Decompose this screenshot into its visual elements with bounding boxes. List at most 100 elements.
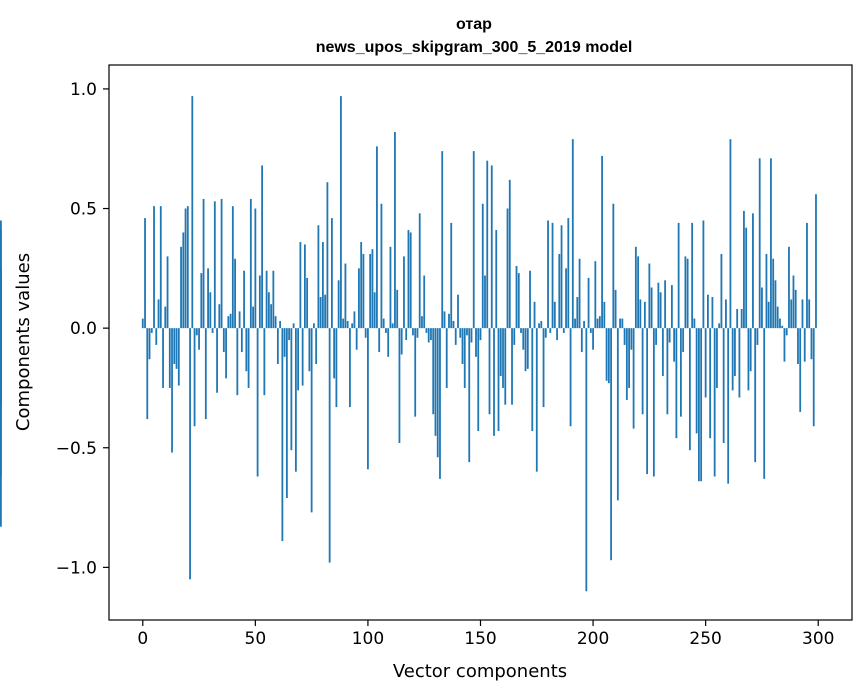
bar — [815, 194, 817, 329]
bar — [765, 253, 768, 329]
bar — [258, 275, 261, 329]
bar — [495, 230, 498, 329]
y-tick-label: −0.5 — [56, 439, 97, 459]
bar — [376, 146, 378, 329]
bar — [630, 328, 633, 350]
bar — [664, 280, 667, 329]
chart-title: отар — [456, 16, 492, 33]
bar — [459, 328, 462, 338]
bar — [698, 328, 700, 482]
bar — [502, 328, 504, 388]
bar — [679, 328, 682, 417]
bar — [650, 287, 653, 329]
bar — [756, 328, 759, 345]
bar — [610, 328, 612, 561]
bar — [204, 328, 207, 420]
bar — [234, 258, 236, 329]
bar — [738, 328, 741, 398]
bar — [497, 328, 500, 432]
bar — [571, 139, 574, 329]
bar — [657, 282, 660, 329]
y-axis-label: Components values — [13, 253, 34, 431]
bar — [267, 292, 270, 329]
bar — [351, 323, 354, 329]
bar — [306, 277, 309, 329]
bar — [520, 328, 522, 333]
bar — [794, 289, 797, 329]
bar — [238, 311, 241, 329]
bar — [380, 203, 383, 329]
bar — [315, 328, 318, 365]
bar — [481, 203, 484, 329]
bar — [195, 328, 198, 336]
bar — [443, 311, 446, 329]
bar — [583, 320, 585, 329]
x-tick-label: 300 — [802, 629, 834, 649]
bar — [0, 328, 2, 477]
bar — [587, 277, 590, 329]
bar — [531, 328, 534, 432]
bar — [776, 306, 779, 329]
bar — [243, 270, 245, 329]
bar — [369, 253, 372, 329]
plot-frame — [108, 64, 853, 621]
bar — [360, 242, 363, 329]
bar — [734, 328, 736, 376]
bar — [677, 222, 680, 329]
bars-group — [0, 96, 817, 592]
bar — [524, 328, 527, 372]
bar — [378, 328, 381, 353]
y-axis-ticks: −1.0 −0.5 0.0 0.5 1.0 — [56, 80, 109, 578]
bar — [562, 328, 565, 333]
bar — [198, 328, 200, 350]
bar — [225, 328, 227, 379]
bar — [202, 198, 205, 329]
bar — [621, 318, 624, 329]
bar — [436, 328, 439, 458]
bar — [702, 220, 705, 329]
bar — [168, 328, 171, 388]
bar — [767, 301, 770, 329]
bar — [240, 328, 243, 353]
bar — [342, 318, 345, 329]
x-tick-label: 150 — [464, 629, 496, 649]
bar — [227, 316, 230, 329]
bar — [576, 297, 579, 329]
bar — [716, 328, 718, 388]
bar — [515, 265, 518, 329]
bar — [526, 328, 529, 369]
bar — [418, 213, 421, 329]
bar — [164, 306, 167, 329]
bar — [157, 299, 160, 329]
bar — [549, 328, 552, 333]
bar — [565, 268, 567, 329]
bar — [761, 287, 763, 329]
bar — [468, 328, 471, 463]
bar — [236, 328, 239, 396]
bar — [148, 328, 151, 360]
bar — [720, 253, 723, 329]
bar — [439, 328, 441, 479]
bar — [695, 328, 698, 434]
bar — [150, 328, 153, 333]
bar — [493, 328, 495, 436]
bar — [346, 320, 349, 329]
bar — [425, 328, 428, 333]
bar — [229, 313, 232, 329]
bar — [358, 268, 360, 329]
bar — [668, 328, 671, 343]
bar — [788, 246, 790, 329]
bar — [211, 328, 214, 333]
bar — [333, 328, 336, 379]
bar — [252, 306, 254, 329]
bar — [477, 328, 480, 432]
bar — [412, 328, 414, 336]
bar — [434, 328, 437, 436]
bar — [488, 328, 491, 415]
bar — [711, 297, 714, 329]
bar — [218, 304, 221, 329]
bar — [326, 182, 329, 329]
bar — [416, 328, 419, 338]
bar — [749, 328, 752, 372]
